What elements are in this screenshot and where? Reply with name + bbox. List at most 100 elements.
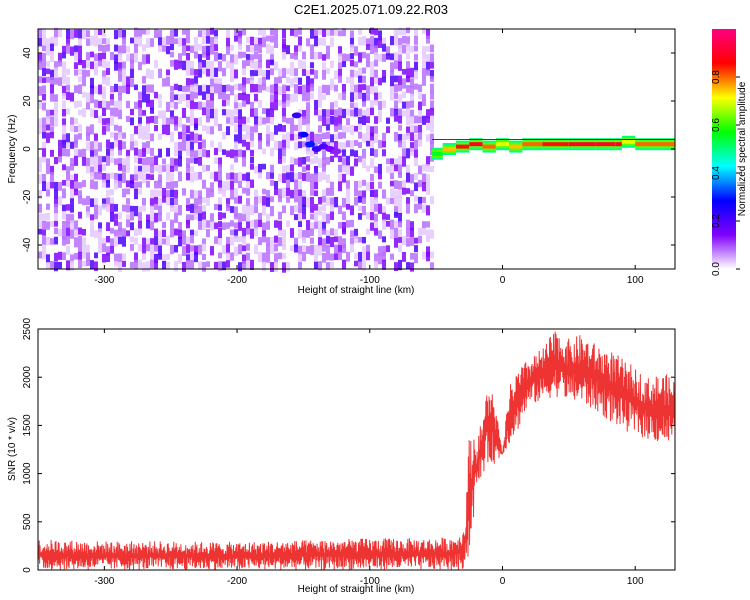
heatmap-cell [370, 77, 374, 87]
heatmap-cell [142, 173, 146, 184]
heatmap-cell [430, 156, 434, 162]
heatmap-cell [194, 36, 198, 46]
heatmap-cell [110, 148, 114, 157]
heatmap-cell [62, 61, 66, 70]
heatmap-cell [94, 62, 98, 71]
heatmap-cell [206, 125, 210, 135]
heatmap-cell [278, 157, 282, 164]
heatmap-cell [146, 214, 150, 222]
heatmap-cell [306, 133, 310, 141]
heatmap-cell [394, 131, 398, 142]
heatmap-cell [186, 45, 190, 52]
heatmap-cell [338, 236, 342, 247]
heatmap-cell [234, 29, 238, 37]
heatmap-cell [222, 131, 226, 140]
heatmap-cell [334, 109, 338, 119]
heatmap-cell [294, 45, 298, 56]
heatmap-cell [290, 93, 294, 103]
heatmap-cell [210, 68, 214, 78]
heatmap-cell [182, 28, 186, 35]
heatmap-cell [158, 197, 162, 209]
heatmap-cell [282, 68, 286, 78]
heatmap-cell [70, 203, 74, 213]
heatmap-cell [382, 245, 386, 256]
heatmap-cell [410, 78, 414, 88]
heatmap-cell [198, 150, 202, 159]
heatmap-cell [298, 213, 302, 222]
heatmap-cell [146, 180, 150, 188]
heatmap-cell [346, 126, 350, 133]
heatmap-cell [154, 165, 158, 172]
heatmap-cell [378, 203, 382, 214]
heatmap-cell [394, 158, 398, 165]
heatmap-cell [294, 76, 298, 83]
heatmap-cell [334, 236, 338, 243]
heatmap-cell [198, 30, 202, 38]
heatmap-cell [422, 100, 426, 107]
heatmap-cell [402, 156, 406, 167]
heatmap-cell [50, 149, 54, 157]
heatmap-cell [202, 28, 206, 36]
heatmap-cell [402, 251, 406, 262]
heatmap-cell [302, 172, 306, 181]
heatmap-cell [366, 61, 370, 68]
heatmap-cell [358, 213, 362, 220]
heatmap-cell [398, 124, 402, 131]
heatmap-cell [338, 62, 342, 70]
heatmap-cell [50, 126, 54, 135]
heatmap-cell [118, 125, 122, 136]
heatmap-cell [290, 133, 294, 141]
heatmap-cell [238, 213, 242, 224]
heatmap-cell [402, 133, 406, 141]
heatmap-cell [422, 59, 426, 69]
heatmap-cell [66, 68, 70, 75]
heatmap-cell [418, 179, 422, 188]
heatmap-cell [242, 51, 246, 58]
colorbar: 0.00.20.40.60.8 Normalized spectral ampl… [711, 29, 748, 276]
heatmap-cell [46, 236, 50, 246]
heatmap-cell [110, 107, 114, 117]
heatmap-cell [346, 53, 350, 62]
heatmap-cell [270, 132, 274, 141]
heatmap-cell [362, 261, 366, 271]
heatmap-cell [414, 83, 418, 90]
heatmap-cell [202, 205, 206, 214]
heatmap-cell [90, 228, 94, 237]
y-tick-label: 0 [22, 567, 33, 573]
heatmap-cell [318, 133, 322, 145]
heatmap-cell [230, 220, 234, 227]
heatmap-cell [110, 212, 114, 222]
heatmap-cell [210, 189, 214, 198]
heatmap-cell [194, 44, 198, 52]
heatmap-cell [398, 38, 402, 49]
heatmap-cell [366, 251, 370, 261]
heatmap-cell [90, 198, 94, 207]
heatmap-cell [410, 124, 414, 134]
heatmap-cell [246, 221, 250, 230]
heatmap-cell [350, 102, 354, 109]
heatmap-cell [170, 172, 174, 183]
heatmap-cell [166, 69, 170, 76]
heatmap-cell [86, 244, 90, 252]
heatmap-cell [394, 206, 398, 216]
heatmap-cell [42, 37, 46, 47]
heatmap-cell [170, 219, 174, 230]
heatmap-cell [146, 54, 150, 64]
heatmap-cell [94, 204, 98, 214]
heatmap-cell [82, 78, 86, 87]
heatmap-cell [114, 158, 118, 165]
heatmap-cell [290, 164, 294, 172]
heatmap-cell [38, 60, 42, 70]
heatmap-cell [354, 235, 358, 244]
heatmap-cell [318, 245, 322, 256]
heatmap-cell [426, 46, 430, 52]
heatmap-cell [414, 203, 418, 214]
heatmap-cell [294, 214, 298, 221]
heatmap-cell [390, 188, 394, 197]
heatmap-cell [174, 189, 178, 199]
heatmap-cell [390, 75, 394, 87]
heatmap-cell [122, 78, 126, 88]
heatmap-cell [394, 92, 398, 99]
heatmap-cell [354, 46, 358, 56]
heatmap-cell [78, 190, 82, 199]
